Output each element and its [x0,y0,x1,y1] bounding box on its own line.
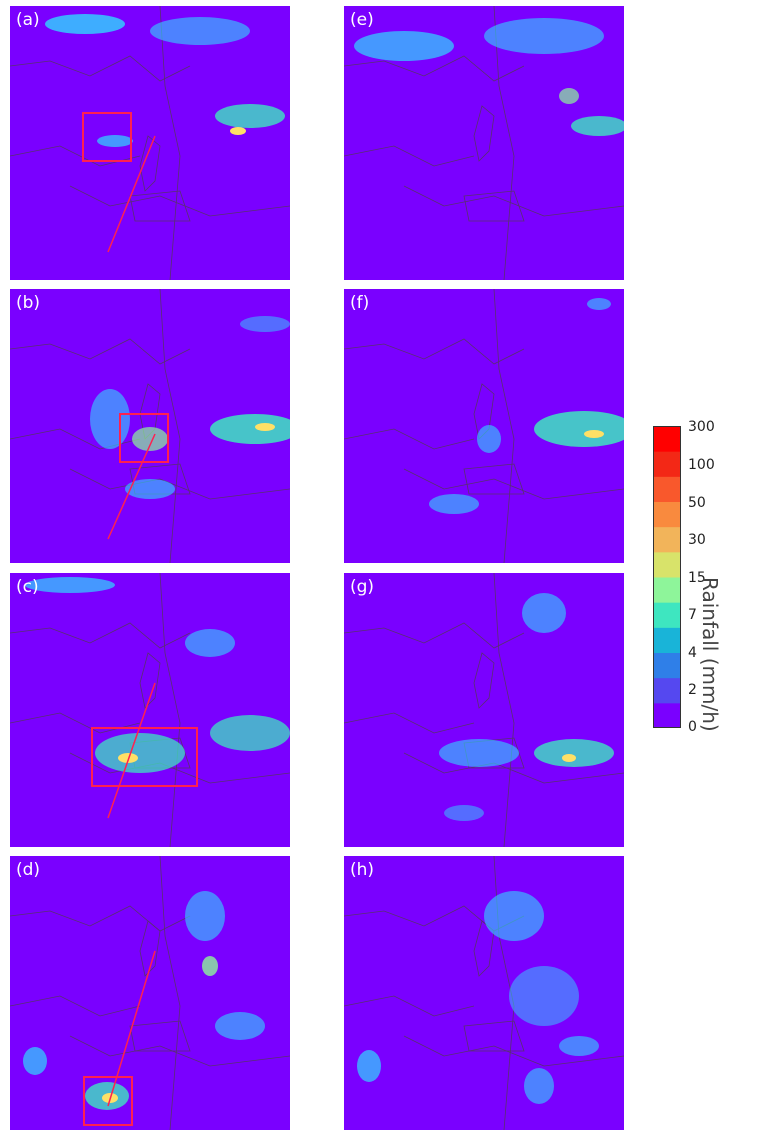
province-boundaries [344,856,624,1130]
colorbar-band [653,577,681,603]
colorbar-tick-50: 50 [688,495,706,511]
rainfall-map-d [10,856,290,1130]
panel-label-c: (c) [16,577,39,597]
colorbar-band [653,551,681,578]
rainfall-map-e [344,6,624,280]
colorbar-band [653,602,681,628]
panel-label-h: (h) [350,860,375,880]
focus-box-d [83,1076,133,1126]
colorbar-tick-4: 4 [688,645,697,661]
colorbar-band [653,526,681,553]
focus-box-c [91,727,198,787]
colorbar-band [653,627,681,653]
rain-cells-a [45,14,285,147]
panel-label-b: (b) [16,293,41,313]
colorbar [653,426,681,729]
map-panel-e: (e) [344,6,624,280]
rain-cells-e [354,18,624,136]
colorbar-gradient [653,426,681,729]
cross-section-line-c [107,682,156,819]
colorbar-tick-0: 0 [688,719,697,735]
panel-label-e: (e) [350,10,374,30]
rainfall-map-b [10,289,290,563]
colorbar-tick-2: 2 [688,682,697,698]
colorbar-tick-15: 15 [688,570,706,586]
province-boundaries [10,856,290,1130]
focus-box-b [119,413,169,463]
rain-cells-d [23,891,265,1110]
colorbar-band [653,652,681,679]
colorbar-tick-7: 7 [688,607,697,623]
rain-cells-f [429,298,624,514]
panel-label-a: (a) [16,10,40,30]
colorbar-title: Rainfall (mm/h) [698,577,722,732]
rain-cells-g [439,593,614,821]
rain-cells-h [357,891,599,1104]
cross-section-line-d [107,950,156,1107]
colorbar-border [653,426,681,728]
province-boundaries [10,573,290,847]
map-panel-b: (b) [10,289,290,563]
colorbar-band [653,476,681,502]
province-boundaries [344,573,624,847]
colorbar-band [653,677,681,704]
rainfall-map-c [10,573,290,847]
map-panel-f: (f) [344,289,624,563]
cross-section-line-a [107,135,156,253]
colorbar-tick-30: 30 [688,532,706,548]
colorbar-band [653,501,681,528]
panel-label-d: (d) [16,860,41,880]
colorbar-band [653,426,681,452]
province-boundaries [10,6,290,280]
map-panel-h: (h) [344,856,624,1130]
rain-cells-b [90,316,290,499]
rainfall-map-f [344,289,624,563]
colorbar-band [653,451,681,477]
colorbar-tick-300: 300 [688,419,715,435]
rainfall-map-a [10,6,290,280]
focus-box-a [82,112,132,162]
map-panel-d: (d) [10,856,290,1130]
map-panel-a: (a) [10,6,290,280]
colorbar-band [653,702,681,729]
colorbar-tick-100: 100 [688,457,715,473]
province-boundaries [344,289,624,563]
cross-section-line-b [107,433,156,540]
rainfall-map-g [344,573,624,847]
map-panel-c: (c) [10,573,290,847]
rain-cells-c [25,577,290,773]
map-panel-g: (g) [344,573,624,847]
panel-label-g: (g) [350,577,375,597]
panel-label-f: (f) [350,293,370,313]
rainfall-map-h [344,856,624,1130]
